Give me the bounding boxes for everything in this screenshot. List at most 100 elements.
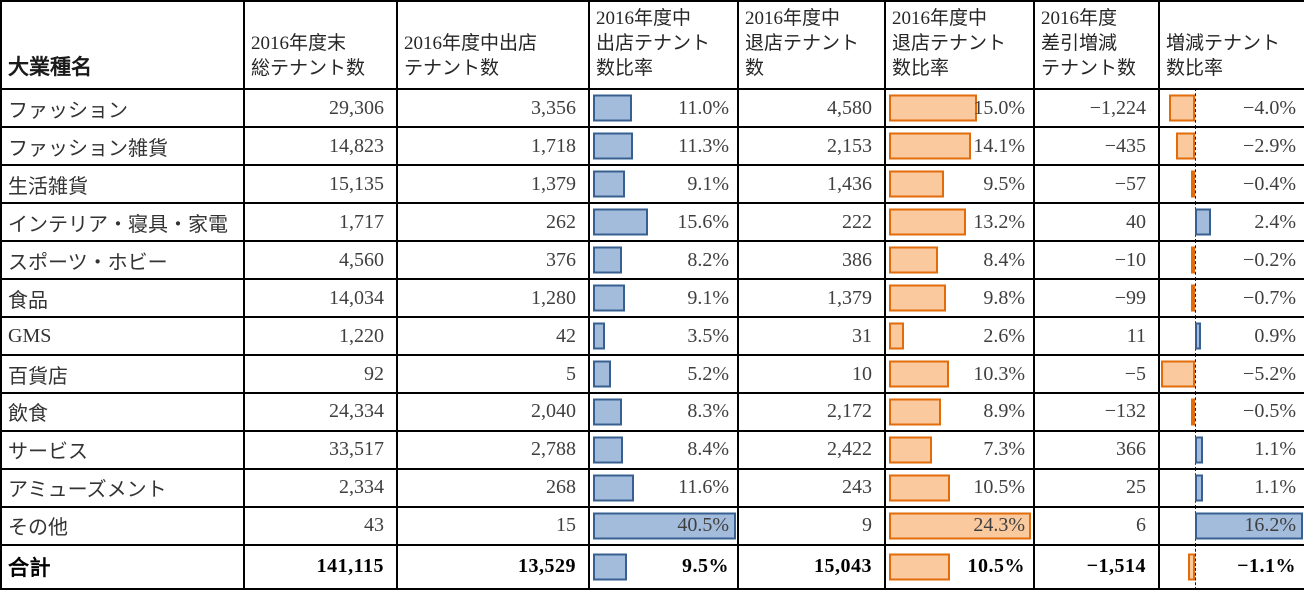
net-ratio-cell: −1.1% — [1158, 543, 1304, 590]
net-ratio-positive-bar — [1195, 322, 1202, 350]
close-tenants-cell: 15,043 — [737, 543, 886, 590]
table-row: ファッション 29,306 3,356 11.0% 4,580 15.0% −1,224 −4… — [0, 88, 1304, 129]
open-tenants-cell: 1,379 — [396, 164, 590, 205]
ratio-value-label: 11.6% — [678, 476, 729, 499]
net-ratio-positive-bar — [1195, 512, 1303, 540]
ratio-value-label: 8.3% — [687, 400, 729, 423]
open-ratio-cell: 8.2% — [588, 240, 739, 281]
ratio-value-label: 1.1% — [1254, 476, 1296, 499]
net-ratio-cell: −0.7% — [1158, 278, 1304, 319]
close-ratio-bar — [889, 322, 905, 350]
close-ratio-cell: 15.0% — [884, 88, 1035, 129]
industry-name-cell: ファッション雑貨 — [0, 126, 245, 167]
table-row: アミューズメント 2,334 268 11.6% 243 10.5% 25 1.1% — [0, 467, 1304, 508]
open-tenants-cell: 2,040 — [396, 391, 590, 432]
ratio-value-label: 9.5% — [682, 555, 729, 578]
ratio-value-label: −5.2% — [1243, 362, 1296, 385]
close-tenants-cell: 2,153 — [737, 126, 886, 167]
open-ratio-cell: 9.5% — [588, 543, 739, 590]
industry-name-cell: サービス — [0, 429, 245, 470]
net-ratio-negative-bar — [1191, 246, 1196, 274]
close-ratio-cell: 2.6% — [884, 316, 1035, 357]
close-tenants-cell: 386 — [737, 240, 886, 281]
ratio-value-label: 10.5% — [973, 476, 1025, 499]
ratio-value-label: −1.1% — [1237, 555, 1296, 578]
total-tenants-cell: 43 — [243, 505, 398, 546]
open-ratio-cell: 5.2% — [588, 354, 739, 394]
close-ratio-bar — [889, 132, 972, 160]
ratio-value-label: 1.1% — [1254, 438, 1296, 461]
close-tenants-cell: 9 — [737, 505, 886, 546]
open-ratio-bar — [593, 208, 649, 236]
close-ratio-bar — [889, 170, 945, 198]
industry-name-cell: GMS — [0, 316, 245, 357]
open-ratio-bar — [593, 553, 627, 581]
net-change-cell: −1,224 — [1033, 88, 1160, 129]
ratio-value-label: −4.0% — [1243, 96, 1296, 119]
ratio-value-label: 13.2% — [973, 210, 1025, 233]
open-ratio-cell: 40.5% — [588, 505, 739, 546]
header-net-ratio: 増減テナント 数比率 — [1158, 0, 1304, 91]
net-ratio-cell: 0.9% — [1158, 316, 1304, 357]
net-ratio-cell: −0.5% — [1158, 391, 1304, 432]
close-tenants-cell: 2,172 — [737, 391, 886, 432]
table-row: その他 43 15 40.5% 9 24.3% 6 16.2% — [0, 505, 1304, 546]
net-ratio-cell: 1.1% — [1158, 429, 1304, 470]
net-ratio-cell: 2.4% — [1158, 202, 1304, 243]
open-ratio-bar — [593, 474, 635, 502]
ratio-value-label: 9.8% — [983, 286, 1025, 309]
close-ratio-bar — [889, 512, 1031, 540]
ratio-value-label: 8.4% — [983, 248, 1025, 271]
close-ratio-cell: 10.5% — [884, 543, 1035, 590]
close-ratio-bar — [889, 94, 977, 122]
open-tenants-cell: 1,280 — [396, 278, 590, 319]
ratio-value-label: 15.6% — [677, 210, 729, 233]
zero-axis-line — [1195, 357, 1197, 391]
net-change-cell: 11 — [1033, 316, 1160, 357]
close-ratio-cell: 10.3% — [884, 354, 1035, 394]
net-change-cell: 40 — [1033, 202, 1160, 243]
header-net-change: 2016年度 差引増減 テナント数 — [1033, 0, 1160, 91]
ratio-value-label: 15.0% — [973, 96, 1025, 119]
close-ratio-bar — [889, 474, 951, 502]
ratio-value-label: 10.3% — [973, 362, 1025, 385]
total-tenants-cell: 92 — [243, 354, 398, 394]
close-tenants-cell: 243 — [737, 467, 886, 508]
open-ratio-bar — [593, 94, 632, 122]
table-row: 百貨店 92 5 5.2% 10 10.3% −5 −5.2% — [0, 354, 1304, 394]
header-total-tenants: 2016年度末 総テナント数 — [243, 0, 398, 91]
total-tenants-cell: 4,560 — [243, 240, 398, 281]
net-ratio-cell: 16.2% — [1158, 505, 1304, 546]
open-ratio-bar — [593, 512, 736, 540]
net-change-cell: −132 — [1033, 391, 1160, 432]
zero-axis-line — [1195, 167, 1197, 202]
ratio-value-label: 9.5% — [983, 172, 1025, 195]
ratio-value-label: 8.4% — [687, 438, 729, 461]
header-open-tenants: 2016年度中出店 テナント数 — [396, 0, 590, 91]
ratio-value-label: 0.9% — [1254, 324, 1296, 347]
open-ratio-bar — [593, 284, 626, 312]
close-tenants-cell: 1,436 — [737, 164, 886, 205]
close-tenants-cell: 2,422 — [737, 429, 886, 470]
ratio-value-label: 8.9% — [983, 400, 1025, 423]
ratio-value-label: 2.6% — [983, 324, 1025, 347]
net-change-cell: −57 — [1033, 164, 1160, 205]
open-ratio-cell: 8.4% — [588, 429, 739, 470]
ratio-value-label: 7.3% — [983, 438, 1025, 461]
total-row: 合計 141,115 13,529 9.5% 15,043 10.5% −1,514 −1.1… — [0, 543, 1304, 590]
total-tenants-cell: 33,517 — [243, 429, 398, 470]
net-ratio-cell: −4.0% — [1158, 88, 1304, 129]
ratio-value-label: 9.1% — [687, 286, 729, 309]
zero-axis-line — [1195, 281, 1197, 316]
close-ratio-bar — [889, 553, 951, 581]
open-tenants-cell: 262 — [396, 202, 590, 243]
open-tenants-cell: 42 — [396, 316, 590, 357]
net-change-cell: −5 — [1033, 354, 1160, 394]
ratio-value-label: 40.5% — [677, 514, 729, 537]
ratio-value-label: 14.1% — [973, 134, 1025, 157]
net-ratio-positive-bar — [1195, 474, 1203, 502]
net-ratio-cell: −0.2% — [1158, 240, 1304, 281]
total-tenants-cell: 1,717 — [243, 202, 398, 243]
close-tenants-cell: 222 — [737, 202, 886, 243]
